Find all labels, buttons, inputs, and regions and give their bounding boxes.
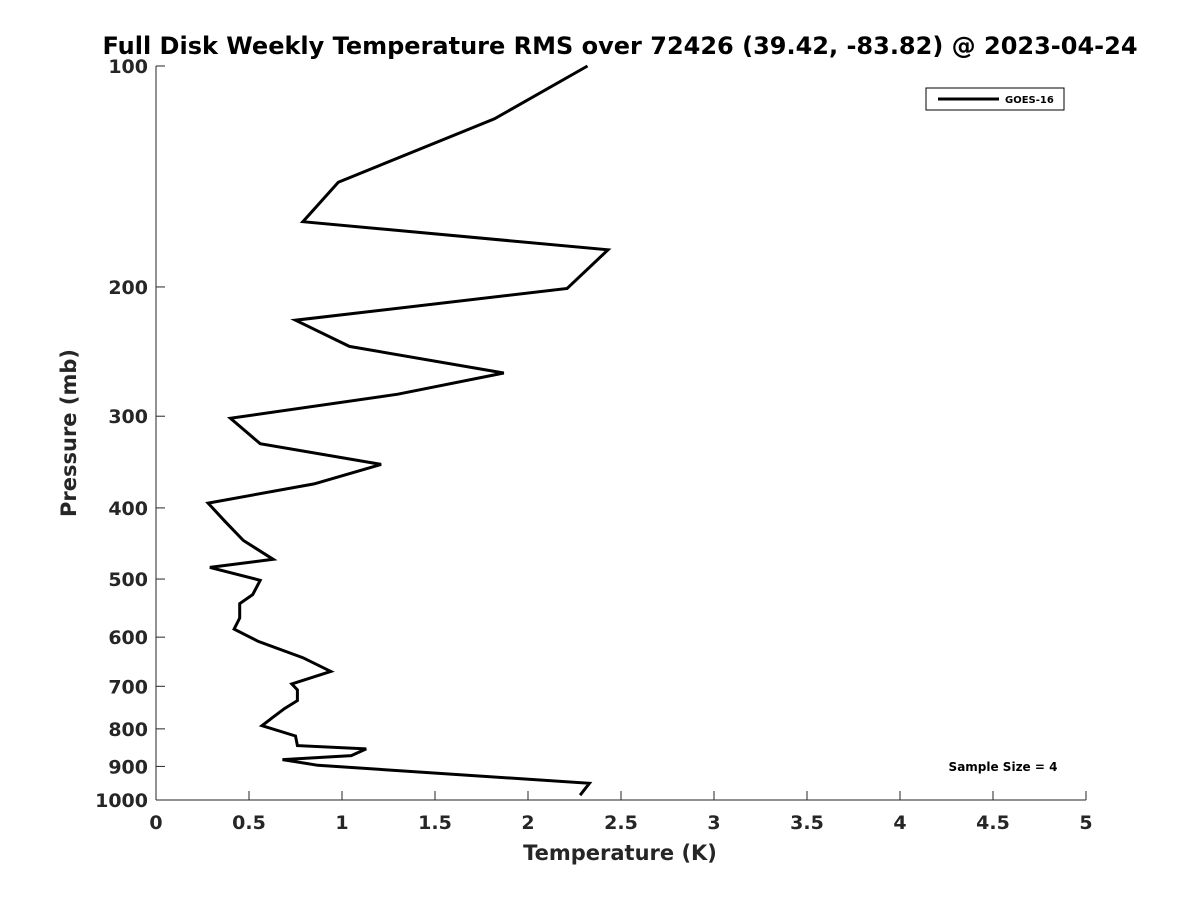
y-tick-label: 1000 [95, 790, 148, 812]
y-tick-label: 200 [108, 277, 148, 299]
x-tick-label: 3 [707, 812, 720, 834]
x-tick-label: 2 [521, 812, 534, 834]
sample-size-annotation: Sample Size = 4 [949, 760, 1058, 774]
y-tick-label: 500 [108, 569, 148, 591]
x-tick-label: 4 [893, 812, 906, 834]
y-axis-label: Pressure (mb) [57, 349, 81, 517]
series-line-goes-16 [205, 64, 612, 797]
x-tick-label: 1.5 [418, 812, 452, 834]
y-tick-label: 700 [108, 676, 148, 698]
y-tick-label: 600 [108, 627, 148, 649]
legend-label-goes-16: GOES-16 [1005, 95, 1054, 106]
x-axis-label: Temperature (K) [523, 841, 717, 865]
x-axis-ticks: 0 0.5 1 1.5 2 2.5 3 3.5 4 4.5 5 [149, 791, 1093, 834]
y-tick-label: 300 [108, 406, 148, 428]
x-tick-label: 5 [1079, 812, 1092, 834]
series-layer [205, 64, 612, 797]
x-tick-label: 3.5 [790, 812, 824, 834]
y-tick-label: 100 [108, 56, 148, 78]
y-tick-label: 400 [108, 498, 148, 520]
legend: GOES-16 [925, 87, 1065, 111]
y-axis-ticks: 100 200 300 400 500 600 700 800 900 1000 [95, 56, 165, 812]
y-tick-label: 900 [108, 756, 148, 778]
x-tick-label: 4.5 [976, 812, 1010, 834]
y-tick-label: 800 [108, 719, 148, 741]
x-tick-label: 2.5 [604, 812, 638, 834]
chart-title: Full Disk Weekly Temperature RMS over 72… [102, 32, 1137, 60]
x-tick-label: 0 [149, 812, 162, 834]
x-tick-label: 0.5 [232, 812, 266, 834]
x-tick-label: 1 [335, 812, 348, 834]
